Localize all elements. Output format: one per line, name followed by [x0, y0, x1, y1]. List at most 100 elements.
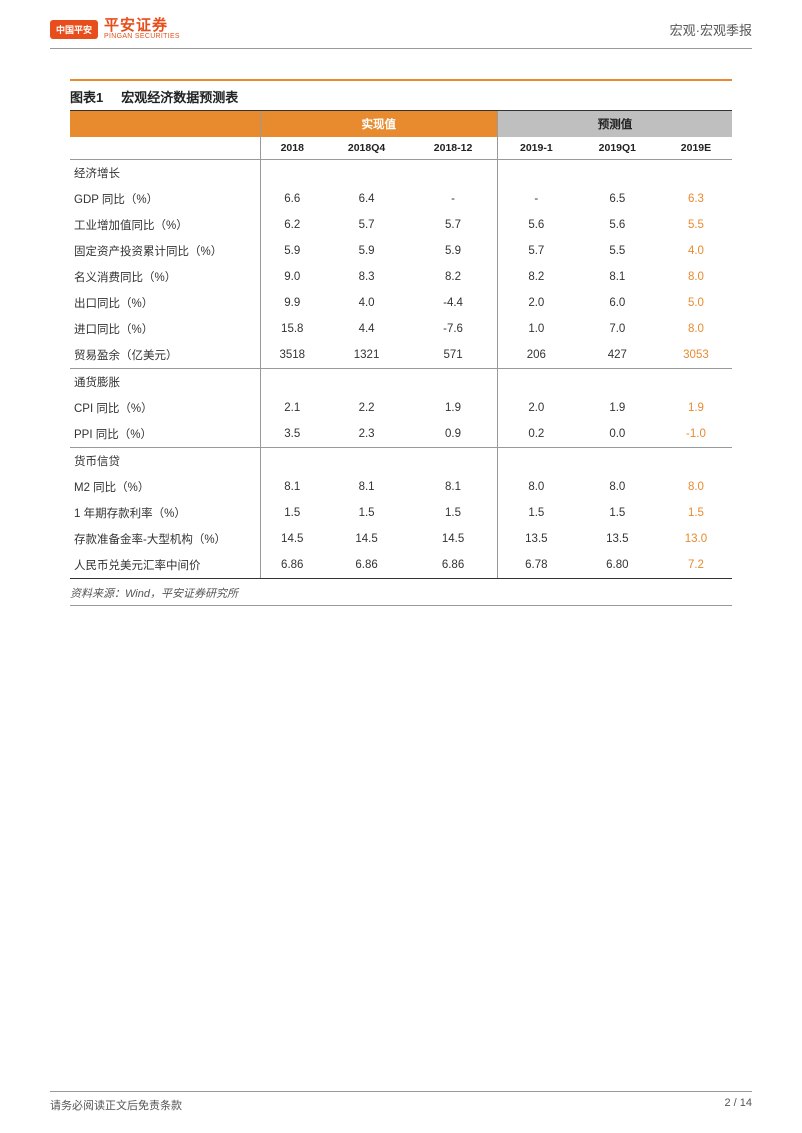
table-cell: 1.5	[260, 500, 324, 526]
table-cell: 6.86	[324, 552, 409, 579]
table-cell: 6.2	[260, 212, 324, 238]
page-header: 中国平安 平安证券 PINGAN SECURITIES 宏观·宏观季报	[0, 0, 802, 48]
table-row: GDP 同比（%）6.66.4--6.56.3	[70, 186, 732, 212]
table-cell: 3053	[660, 342, 732, 369]
cell-empty	[324, 448, 409, 475]
cell-empty	[324, 369, 409, 396]
table-cell: 5.9	[324, 238, 409, 264]
table-cell: 5.6	[575, 212, 660, 238]
logo-en: PINGAN SECURITIES	[104, 33, 180, 40]
row-label: 固定资产投资累计同比（%）	[70, 238, 260, 264]
table-cell: -	[409, 186, 497, 212]
table-cell: 5.7	[324, 212, 409, 238]
table-cell: 14.5	[409, 526, 497, 552]
row-label: 存款准备金率-大型机构（%）	[70, 526, 260, 552]
header-blank	[70, 111, 260, 138]
table-cell: 8.0	[660, 474, 732, 500]
page-footer: 请务必阅读正文后免责条款 2 / 14	[50, 1091, 752, 1113]
subheader-col: 2019Q1	[575, 137, 660, 160]
brand-logo: 中国平安 平安证券 PINGAN SECURITIES	[50, 18, 180, 40]
table-row: 工业增加值同比（%）6.25.75.75.65.65.5	[70, 212, 732, 238]
section-label: 货币信贷	[70, 448, 260, 475]
table-row: 名义消费同比（%）9.08.38.28.28.18.0	[70, 264, 732, 290]
table-cell: 6.86	[409, 552, 497, 579]
table-cell: 2.2	[324, 395, 409, 421]
table-cell: 5.7	[409, 212, 497, 238]
header-actual: 实现值	[260, 111, 497, 138]
row-label: 贸易盈余（亿美元）	[70, 342, 260, 369]
table-cell: 1.5	[324, 500, 409, 526]
table-cell: 8.1	[575, 264, 660, 290]
table-cell: 1.5	[409, 500, 497, 526]
row-label: 人民币兑美元汇率中间价	[70, 552, 260, 579]
table-cell: 6.80	[575, 552, 660, 579]
logo-cn: 平安证券	[104, 18, 180, 33]
table-cell: 6.78	[497, 552, 574, 579]
cell-empty	[660, 448, 732, 475]
cell-empty	[575, 448, 660, 475]
table-row: 进口同比（%）15.84.4-7.61.07.08.0	[70, 316, 732, 342]
table-row: 存款准备金率-大型机构（%）14.514.514.513.513.513.0	[70, 526, 732, 552]
table-cell: 8.0	[660, 264, 732, 290]
table-cell: -1.0	[660, 421, 732, 448]
table-cell: 8.1	[260, 474, 324, 500]
table-cell: 6.86	[260, 552, 324, 579]
table-cell: 5.7	[497, 238, 574, 264]
table-cell: 6.0	[575, 290, 660, 316]
footer-row: 请务必阅读正文后免责条款 2 / 14	[50, 1097, 752, 1113]
table-cell: 6.4	[324, 186, 409, 212]
forecast-table: 实现值 预测值 2018 2018Q4 2018-12 2019-1 2019Q…	[70, 110, 732, 579]
table-cell: 4.0	[660, 238, 732, 264]
table-cell: 4.4	[324, 316, 409, 342]
table-cell: 1.9	[660, 395, 732, 421]
table-cell: 2.3	[324, 421, 409, 448]
table-cell: 1.5	[575, 500, 660, 526]
cell-empty	[575, 160, 660, 187]
figure-number: 图表1	[70, 87, 103, 106]
table-cell: 1321	[324, 342, 409, 369]
subheader-col: 2018Q4	[324, 137, 409, 160]
table-cell: 427	[575, 342, 660, 369]
table-row: PPI 同比（%）3.52.30.90.20.0-1.0	[70, 421, 732, 448]
row-label: 工业增加值同比（%）	[70, 212, 260, 238]
table-cell: 9.0	[260, 264, 324, 290]
table-cell: 3.5	[260, 421, 324, 448]
table-cell: 4.0	[324, 290, 409, 316]
table-cell: 5.9	[409, 238, 497, 264]
table-cell: 8.2	[497, 264, 574, 290]
figure-source: 资料来源：Wind，平安证券研究所	[70, 585, 732, 606]
cell-empty	[660, 160, 732, 187]
table-row: 贸易盈余（亿美元）351813215712064273053	[70, 342, 732, 369]
page-content: 图表1 宏观经济数据预测表 实现值 预测值 2018 2018Q4 2018-1…	[0, 49, 802, 606]
table-cell: 1.0	[497, 316, 574, 342]
table-cell: 5.5	[575, 238, 660, 264]
cell-empty	[409, 369, 497, 396]
table-row: 出口同比（%）9.94.0-4.42.06.05.0	[70, 290, 732, 316]
section-label: 经济增长	[70, 160, 260, 187]
table-cell: 0.0	[575, 421, 660, 448]
table-cell: 1.5	[497, 500, 574, 526]
table-cell: 1.9	[575, 395, 660, 421]
cell-empty	[497, 448, 574, 475]
table-cell: 15.8	[260, 316, 324, 342]
logo-text: 平安证券 PINGAN SECURITIES	[104, 18, 180, 40]
subheader-col: 2019-1	[497, 137, 574, 160]
cell-empty	[260, 160, 324, 187]
table-body: 经济增长GDP 同比（%）6.66.4--6.56.3工业增加值同比（%）6.2…	[70, 160, 732, 579]
figure-title: 宏观经济数据预测表	[121, 87, 238, 106]
table-cell: 6.6	[260, 186, 324, 212]
table-row: CPI 同比（%）2.12.21.92.01.91.9	[70, 395, 732, 421]
cell-empty	[660, 369, 732, 396]
table-cell: 8.2	[409, 264, 497, 290]
table-cell: 14.5	[324, 526, 409, 552]
table-cell: 5.5	[660, 212, 732, 238]
footer-page: 2 / 14	[724, 1097, 752, 1113]
table-cell: 8.0	[575, 474, 660, 500]
subheader-col: 2019E	[660, 137, 732, 160]
subheader-blank	[70, 137, 260, 160]
table-cell: 0.9	[409, 421, 497, 448]
table-cell: 5.0	[660, 290, 732, 316]
table-row: 人民币兑美元汇率中间价6.866.866.866.786.807.2	[70, 552, 732, 579]
table-cell: 8.1	[324, 474, 409, 500]
cell-empty	[497, 160, 574, 187]
